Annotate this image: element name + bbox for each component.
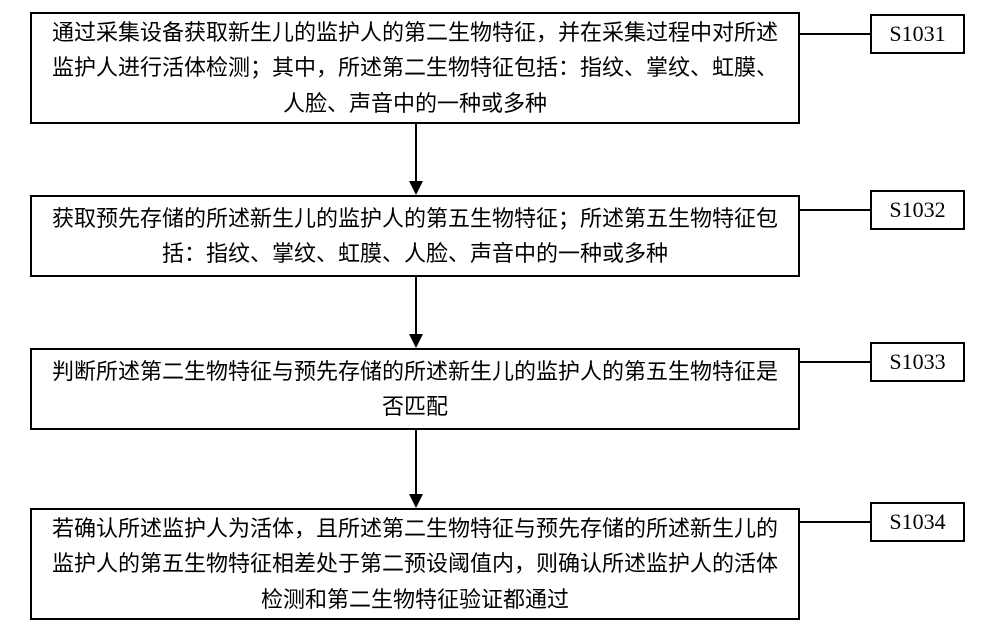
flow-label-s1034: S1034 xyxy=(870,502,965,542)
flow-arrow-head xyxy=(409,494,423,508)
flow-label-s1033: S1033 xyxy=(870,342,965,382)
label-connector xyxy=(800,209,870,211)
flow-arrow-line xyxy=(415,277,417,336)
flow-arrow-line xyxy=(415,124,417,183)
flow-label-text: S1032 xyxy=(889,197,945,223)
flow-arrow-head xyxy=(409,334,423,348)
flow-arrow-head xyxy=(409,181,423,195)
label-connector xyxy=(800,361,870,363)
flow-label-s1031: S1031 xyxy=(870,14,965,54)
flow-label-text: S1033 xyxy=(889,349,945,375)
flow-arrow-line xyxy=(415,430,417,496)
label-connector xyxy=(800,33,870,35)
flow-node-s1031: 通过采集设备获取新生儿的监护人的第二生物特征，并在采集过程中对所述监护人进行活体… xyxy=(30,12,800,124)
flow-label-text: S1034 xyxy=(889,509,945,535)
label-connector xyxy=(800,521,870,523)
flow-node-s1033: 判断所述第二生物特征与预先存储的所述新生儿的监护人的第五生物特征是否匹配 xyxy=(30,348,800,430)
flow-label-text: S1031 xyxy=(889,21,945,47)
flowchart-canvas: 通过采集设备获取新生儿的监护人的第二生物特征，并在采集过程中对所述监护人进行活体… xyxy=(0,0,1000,632)
flow-node-text: 判断所述第二生物特征与预先存储的所述新生儿的监护人的第五生物特征是否匹配 xyxy=(44,354,786,424)
flow-node-s1032: 获取预先存储的所述新生儿的监护人的第五生物特征；所述第五生物特征包括：指纹、掌纹… xyxy=(30,195,800,277)
flow-node-text: 若确认所述监护人为活体，且所述第二生物特征与预先存储的所述新生儿的监护人的第五生… xyxy=(44,511,786,617)
flow-node-text: 通过采集设备获取新生儿的监护人的第二生物特征，并在采集过程中对所述监护人进行活体… xyxy=(44,15,786,121)
flow-node-text: 获取预先存储的所述新生儿的监护人的第五生物特征；所述第五生物特征包括：指纹、掌纹… xyxy=(44,201,786,271)
flow-node-s1034: 若确认所述监护人为活体，且所述第二生物特征与预先存储的所述新生儿的监护人的第五生… xyxy=(30,508,800,620)
flow-label-s1032: S1032 xyxy=(870,190,965,230)
